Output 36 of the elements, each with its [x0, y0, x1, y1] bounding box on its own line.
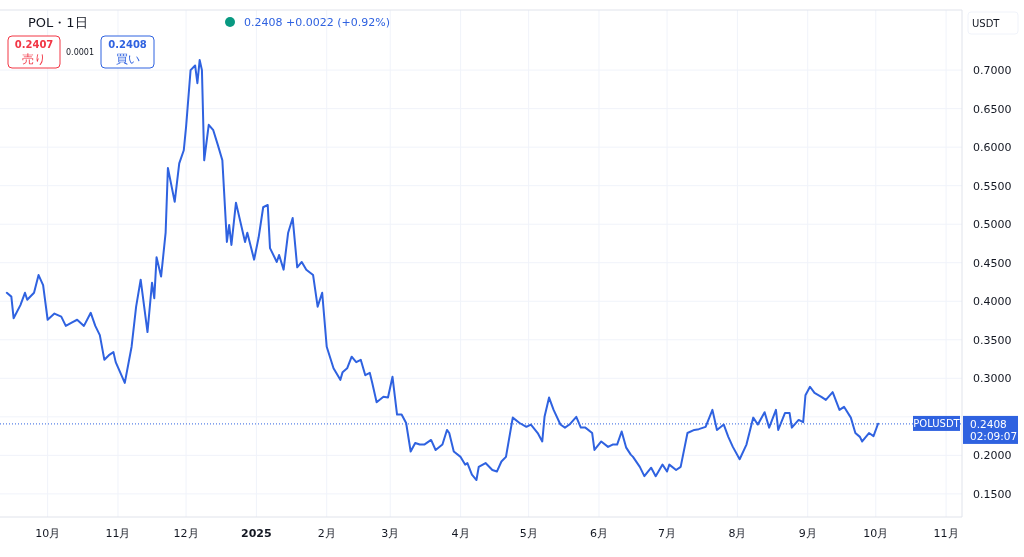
- chart-title: POL・1日: [28, 15, 88, 30]
- x-tick-label: 2025: [241, 527, 272, 540]
- x-tick-label: 8月: [728, 527, 747, 540]
- y-tick-label: 0.4000: [973, 295, 1012, 309]
- y-tick-label: 0.3000: [973, 372, 1012, 386]
- x-tick-label: 12月: [173, 527, 199, 540]
- x-tick-label: 6月: [589, 527, 608, 540]
- y-tick-label: 0.3500: [973, 333, 1012, 347]
- annotation: 0.2407: [14, 39, 54, 50]
- annotation: 0.2408: [108, 39, 147, 50]
- x-tick-label: 2月: [317, 527, 336, 540]
- y-tick-label: 0.6000: [973, 141, 1012, 155]
- x-tick-label: 10月: [863, 527, 889, 540]
- annotation: 売り: [22, 52, 46, 66]
- x-tick-label: 4月: [451, 527, 470, 540]
- x-tick-label: 7月: [658, 527, 677, 540]
- x-tick-label: 11月: [105, 527, 131, 540]
- annotation: 0.2408 +0.0022 (+0.92%): [244, 16, 390, 29]
- y-tick-label: 0.7000: [973, 64, 1012, 78]
- x-tick-label: 9月: [798, 527, 817, 540]
- y-tick-label: 0.5000: [973, 218, 1012, 232]
- annotation: 0.0001: [66, 48, 94, 57]
- annotation: 買い: [115, 52, 140, 66]
- y-tick-label: 0.6500: [973, 102, 1012, 116]
- text: 0.2408: [970, 417, 1007, 430]
- x-tick-label: 5月: [519, 527, 538, 540]
- y-tick-label: 0.4500: [973, 256, 1012, 270]
- x-tick-label: 3月: [381, 527, 400, 540]
- x-tick-label: 10月: [35, 527, 61, 540]
- text: 02:09:07: [970, 429, 1018, 442]
- text: USDT: [972, 18, 1001, 29]
- ref-line-label: POLUSDT: [913, 418, 961, 430]
- y-tick-label: 0.2000: [973, 449, 1012, 463]
- y-tick-label: 0.1500: [973, 487, 1012, 501]
- x-tick-label: 11月: [933, 527, 959, 540]
- y-tick-label: 0.5500: [973, 179, 1012, 193]
